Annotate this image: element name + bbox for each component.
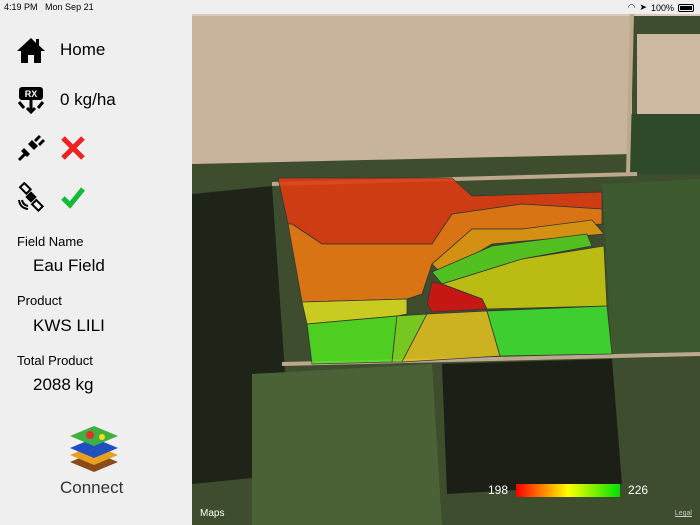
map-view[interactable]: 198 226 Maps Legal xyxy=(192,14,700,525)
battery-percent: 100% xyxy=(650,2,674,13)
legend-gradient-bar xyxy=(516,483,621,497)
zone xyxy=(486,305,613,357)
wifi-icon: ◠ xyxy=(627,2,636,12)
connect-logo-icon xyxy=(70,426,118,472)
product-label: Product xyxy=(17,293,62,308)
satellite-imagery xyxy=(192,14,700,525)
gps-status xyxy=(16,182,86,212)
check-icon xyxy=(61,187,85,209)
cross-icon xyxy=(61,136,85,160)
field-name-label: Field Name xyxy=(17,234,84,249)
status-bar: 4:19 PM Mon Sep 21 ◠ ➤ 100% xyxy=(0,0,700,14)
total-product-label: Total Product xyxy=(17,353,93,368)
zone xyxy=(301,298,408,325)
prescription-zones xyxy=(277,177,613,365)
zone xyxy=(426,281,488,313)
product-value: KWS LILI xyxy=(33,316,105,335)
rate-value: 0 kg/ha xyxy=(60,90,116,109)
plug-icon xyxy=(17,134,46,162)
battery-icon xyxy=(678,3,694,12)
total-product-value: 2088 kg xyxy=(33,375,94,394)
status-time-date: 4:19 PM Mon Sep 21 xyxy=(4,2,94,12)
connection-status xyxy=(16,134,86,162)
rx-prescription-icon: RX xyxy=(17,87,45,114)
field-name-value: Eau Field xyxy=(33,256,105,275)
home-button[interactable]: Home xyxy=(16,36,105,64)
zone xyxy=(306,315,398,365)
satellite-icon xyxy=(18,182,45,212)
connect-logo-text: Connect xyxy=(60,478,124,497)
location-icon: ➤ xyxy=(639,2,647,12)
sidebar: Home RX 0 kg/ha Field Name Eau Field Pro… xyxy=(0,14,192,525)
home-icon xyxy=(17,38,45,63)
maps-attribution: Maps xyxy=(200,508,225,519)
legal-link[interactable]: Legal xyxy=(674,510,692,517)
svg-text:RX: RX xyxy=(25,89,38,99)
rate-legend: 198 226 xyxy=(488,483,648,497)
home-label: Home xyxy=(60,40,106,59)
legend-max: 226 xyxy=(628,483,649,497)
rx-rate[interactable]: RX 0 kg/ha xyxy=(16,86,116,114)
legend-min: 198 xyxy=(488,483,509,497)
